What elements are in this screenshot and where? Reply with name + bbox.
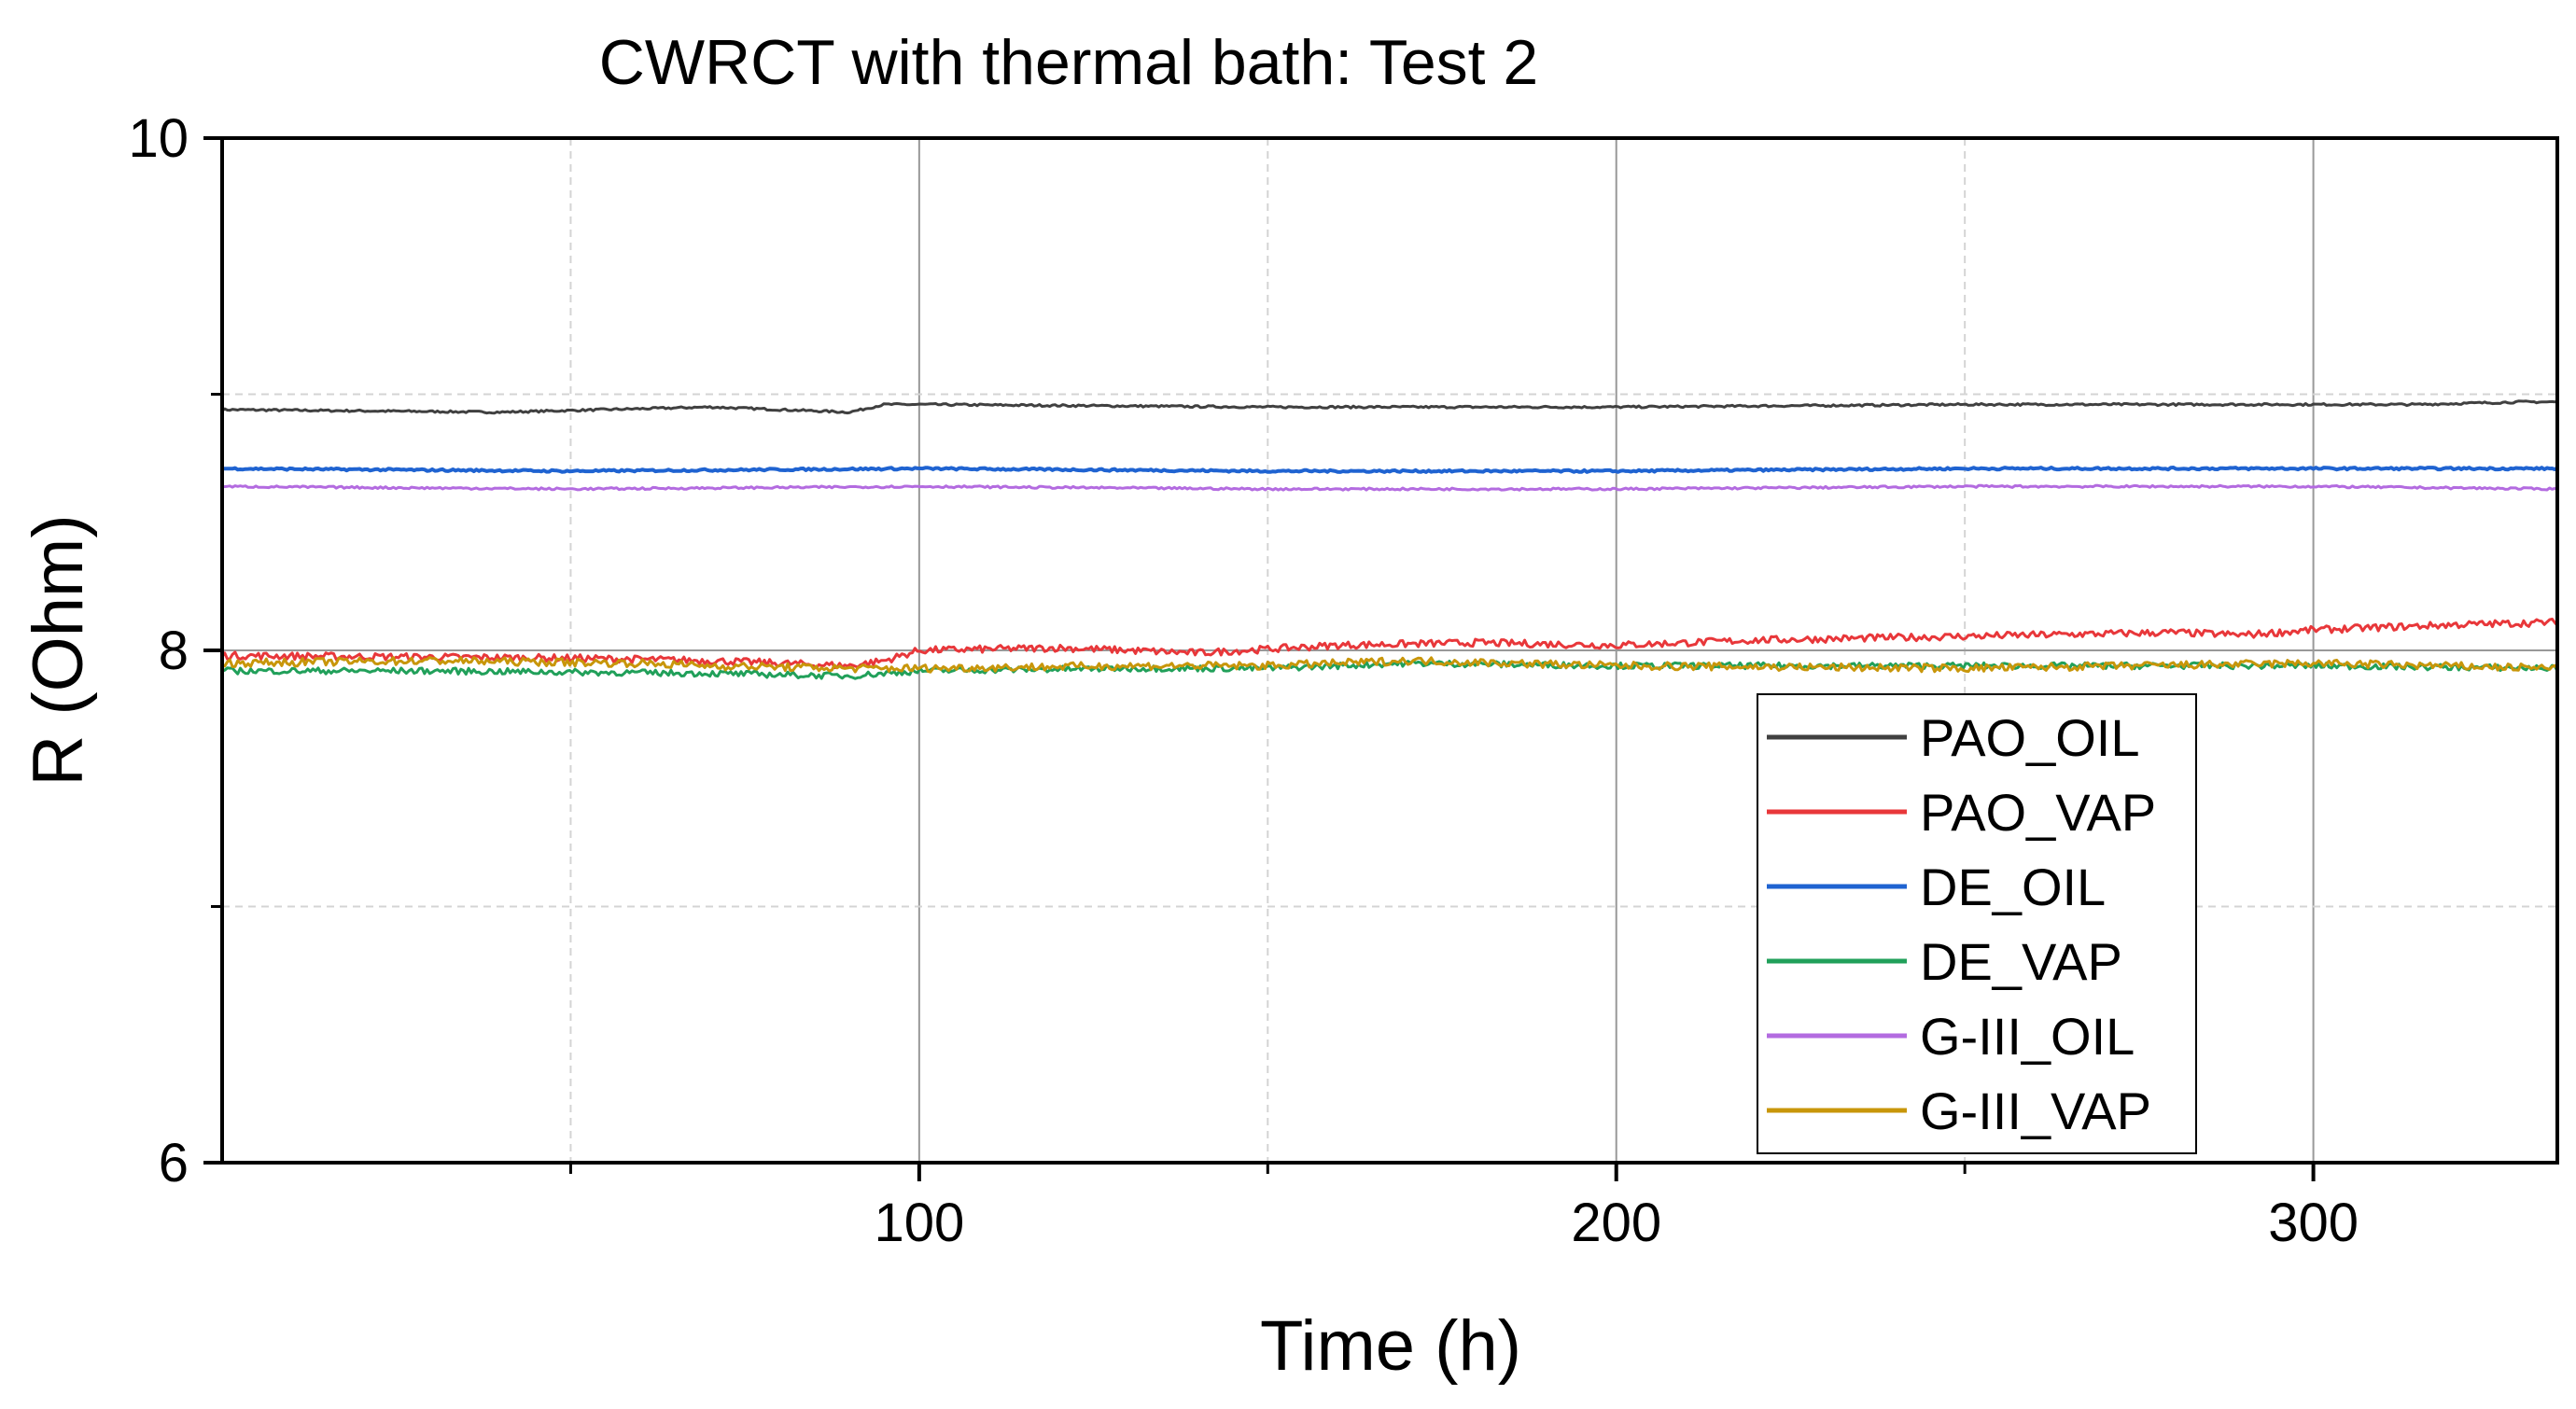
series-line-g-iii_oil bbox=[221, 483, 2558, 492]
series-line-g-iii_vap bbox=[221, 656, 2559, 674]
x-tick-label: 100 bbox=[874, 1193, 964, 1253]
y-tick-label: 8 bbox=[159, 621, 189, 681]
y-tick-label: 10 bbox=[128, 108, 189, 169]
legend-label: PAO_OIL bbox=[1920, 708, 2140, 767]
legend: PAO_OIL PAO_VAP DE_OIL DE_VAP G-III_OIL G-III… bbox=[1757, 693, 2197, 1154]
series-layer bbox=[220, 399, 2559, 680]
legend-label: G-III_OIL bbox=[1920, 1007, 2135, 1066]
x-axis-label: Time (h) bbox=[1260, 1306, 1521, 1386]
series-line-de_oil bbox=[221, 466, 2558, 474]
axis-tick-labels: 100 200 300 6 8 10 bbox=[128, 108, 2359, 1253]
x-tick-label: 200 bbox=[1571, 1193, 1661, 1253]
chart-title: CWRCT with thermal bath: Test 2 bbox=[599, 27, 1539, 98]
y-tick-label: 6 bbox=[159, 1133, 189, 1193]
legend-box bbox=[1757, 693, 2197, 1154]
series-line-pao_vap bbox=[220, 617, 2559, 670]
x-tick-label: 300 bbox=[2268, 1193, 2359, 1253]
axis-ticks bbox=[203, 136, 2316, 1181]
legend-label: DE_OIL bbox=[1920, 858, 2106, 916]
legend-label: DE_VAP bbox=[1920, 932, 2122, 991]
y-axis-label: R (Ohm) bbox=[19, 514, 98, 786]
series-line-pao_oil bbox=[221, 399, 2558, 415]
legend-label: G-III_VAP bbox=[1920, 1081, 2151, 1140]
legend-label: PAO_VAP bbox=[1920, 783, 2156, 842]
grid bbox=[222, 137, 2557, 1164]
